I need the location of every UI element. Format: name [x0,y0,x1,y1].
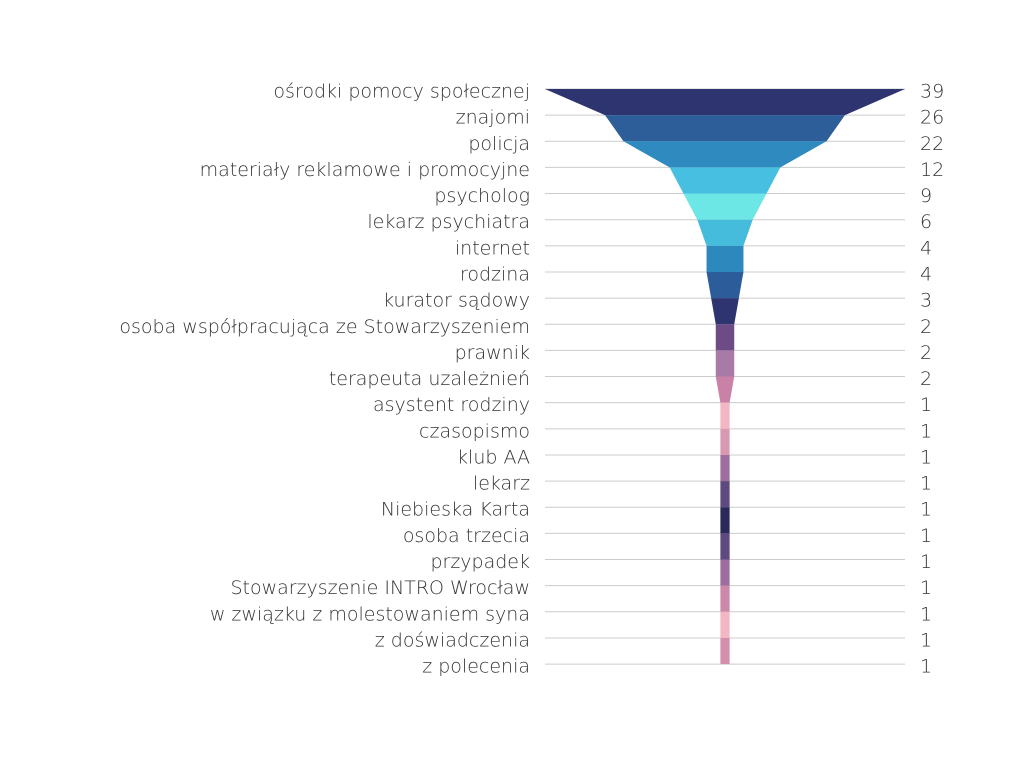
funnel-segment [623,141,827,168]
value-label: 9 [920,185,932,207]
value-label: 22 [920,133,944,155]
value-label: 1 [920,629,932,651]
funnel-segment [720,507,730,534]
funnel-segment [720,637,730,665]
value-label: 4 [920,263,932,285]
value-label: 1 [920,420,932,442]
value-label: 1 [920,394,932,416]
category-label: kurator sądowy [383,290,530,312]
category-label: czasopismo [419,420,530,442]
value-label: 1 [920,656,932,678]
value-label: 6 [920,211,932,233]
category-label: asystent rodziny [373,394,530,416]
category-label: z doświadczenia [375,629,530,651]
category-label: znajomi [456,107,530,129]
value-label: 2 [920,368,932,390]
value-label: 3 [920,290,932,312]
funnel-segment [720,402,730,429]
value-label: 26 [920,107,944,129]
category-label: ośrodki pomocy społecznej [273,81,530,103]
value-label: 12 [920,159,944,181]
category-label: policja [468,133,530,155]
funnel-segment [605,115,845,142]
category-label: Niebieska Karta [381,499,530,521]
category-label: z polecenia [422,656,530,678]
funnel-segment [720,481,730,508]
funnel-segment [720,559,730,586]
value-label: 1 [920,603,932,625]
value-label: 39 [920,81,944,103]
category-label: osoba współpracująca ze Stowarzyszeniem [119,316,530,338]
value-label: 1 [920,577,932,599]
category-label: internet [455,237,530,259]
value-label: 2 [920,342,932,364]
category-label: przypadek [430,551,530,573]
category-label: w związku z molestowaniem syna [210,603,530,625]
category-label: Stowarzyszenie INTRO Wrocław [230,577,530,599]
funnel-segment [720,428,730,455]
funnel-segment [711,298,739,325]
funnel-segment [720,611,730,638]
category-label: rodzina [460,263,530,285]
funnel-segment [715,324,735,351]
funnel-segment [720,454,730,482]
category-label: materiały reklamowe i promocyjne [200,159,530,181]
value-label: 1 [920,499,932,521]
funnel-segment [715,350,735,377]
funnel-segment [683,193,767,220]
value-label: 1 [920,525,932,547]
category-label: lekarz psychiatra [367,211,530,233]
funnel-segment [545,89,905,116]
funnel-segment [715,376,735,403]
value-label: 1 [920,551,932,573]
category-label: terapeuta uzależnień [329,368,530,390]
funnel-segment [720,585,730,612]
category-label: prawnik [455,342,530,364]
funnel-segment [697,219,753,246]
category-label: psycholog [434,185,530,207]
funnel-segment [669,167,781,194]
funnel-segment [706,245,744,272]
value-label: 1 [920,473,932,495]
value-label: 1 [920,446,932,468]
category-label: osoba trzecia [403,525,530,547]
category-label: lekarz [473,473,530,495]
value-label: 2 [920,316,932,338]
category-label: klub AA [457,446,530,468]
funnel-segment [720,533,730,560]
value-label: 4 [920,237,932,259]
funnel-segment [706,271,744,299]
